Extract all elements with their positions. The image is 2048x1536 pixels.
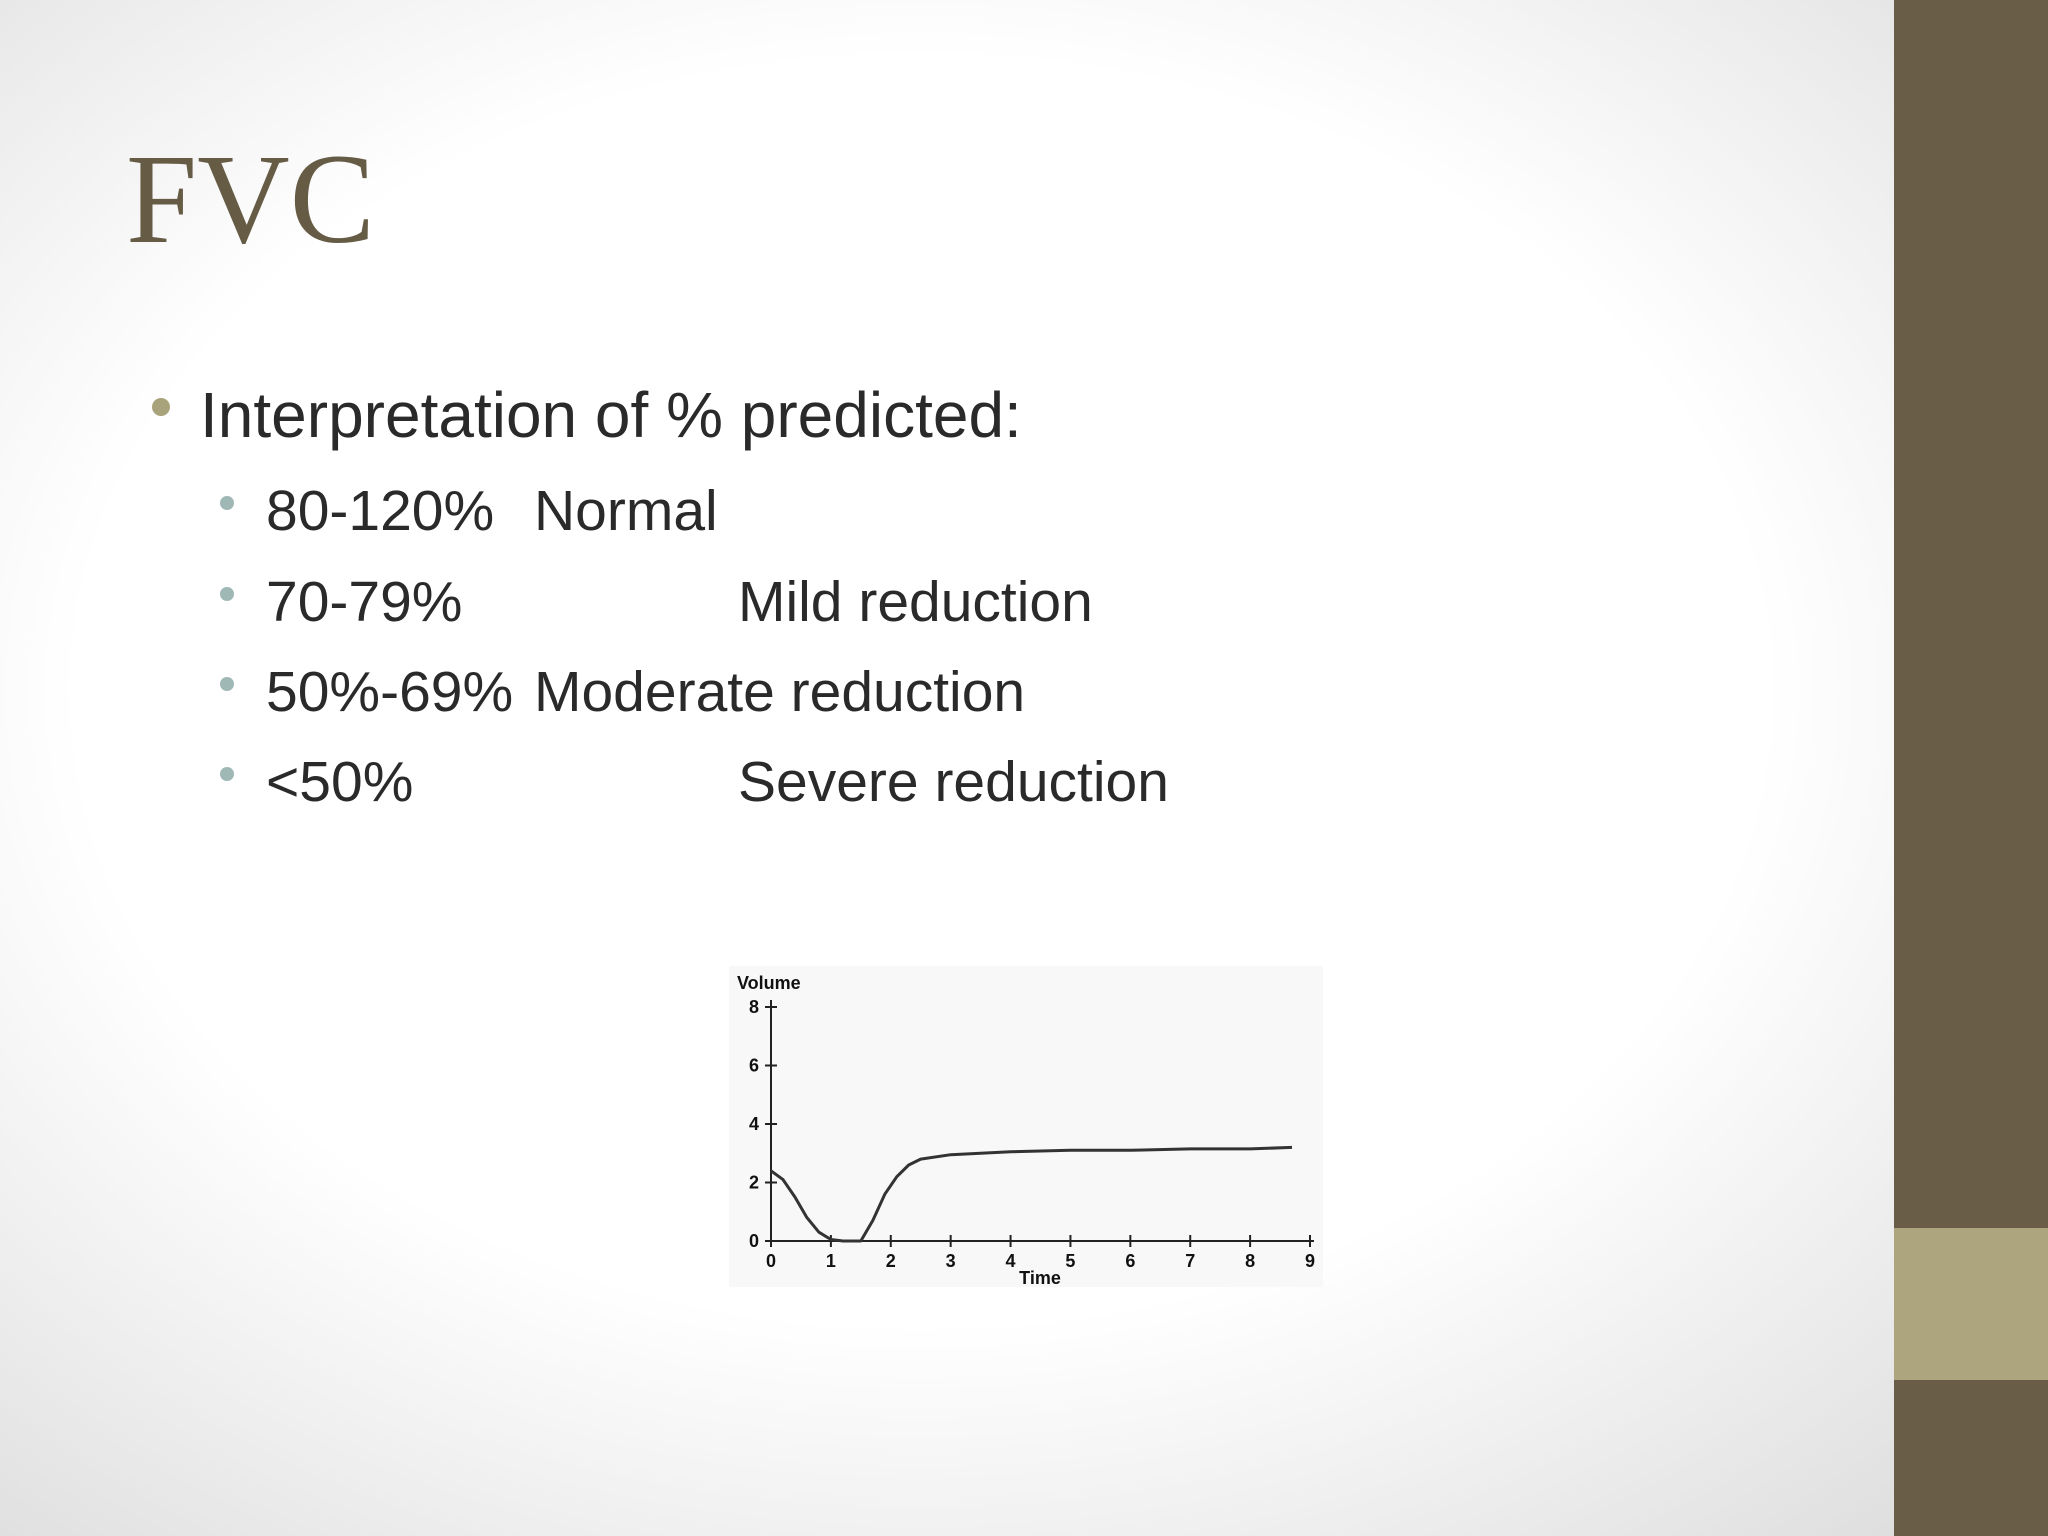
sub-list: 80-120% Normal 70-79% Mild reduction 50%… bbox=[220, 479, 1169, 814]
sub-bullet bbox=[220, 677, 234, 691]
chart-background bbox=[729, 966, 1323, 1287]
sub-bullet bbox=[220, 587, 234, 601]
x-tick-label: 9 bbox=[1305, 1251, 1315, 1271]
y-tick-label: 8 bbox=[749, 997, 759, 1017]
x-tick-label: 7 bbox=[1185, 1251, 1195, 1271]
x-tick-label: 1 bbox=[826, 1251, 836, 1271]
x-tick-label: 8 bbox=[1245, 1251, 1255, 1271]
x-tick-label: 5 bbox=[1065, 1251, 1075, 1271]
sub-bullet bbox=[220, 496, 234, 510]
description: Normal bbox=[534, 479, 718, 543]
x-tick-label: 4 bbox=[1006, 1251, 1016, 1271]
range: 70-79% bbox=[266, 570, 462, 634]
y-tick-label: 0 bbox=[749, 1231, 759, 1251]
y-tick-label: 4 bbox=[749, 1114, 759, 1134]
bullet-text: Interpretation of % predicted: bbox=[200, 379, 1022, 451]
y-axis-label: Volume bbox=[737, 973, 801, 993]
sub-bullet bbox=[220, 767, 234, 781]
description: Mild reduction bbox=[738, 570, 1093, 634]
volume-line bbox=[770, 1145, 1293, 1243]
x-tick-label: 2 bbox=[886, 1251, 896, 1271]
description: Moderate reduction bbox=[534, 660, 1025, 724]
slide-title: FVC bbox=[126, 128, 375, 270]
side-accent bbox=[1894, 1228, 2048, 1380]
description: Severe reduction bbox=[738, 750, 1169, 814]
x-tick-label: 6 bbox=[1125, 1251, 1135, 1271]
range: 50%-69% bbox=[266, 660, 513, 724]
x-tick-label: 3 bbox=[946, 1251, 956, 1271]
bullet bbox=[152, 398, 170, 416]
x-axis-label: Time bbox=[1019, 1268, 1061, 1288]
chart: Volume Time 0 2 4 6 8 0 1 2 3 4 5 6 7 8 9 bbox=[729, 966, 1323, 1288]
range: <50% bbox=[266, 750, 413, 814]
x-tick-label: 0 bbox=[766, 1251, 776, 1271]
range: 80-120% bbox=[266, 479, 494, 543]
y-tick-label: 6 bbox=[749, 1056, 759, 1076]
y-tick-label: 2 bbox=[749, 1173, 759, 1193]
